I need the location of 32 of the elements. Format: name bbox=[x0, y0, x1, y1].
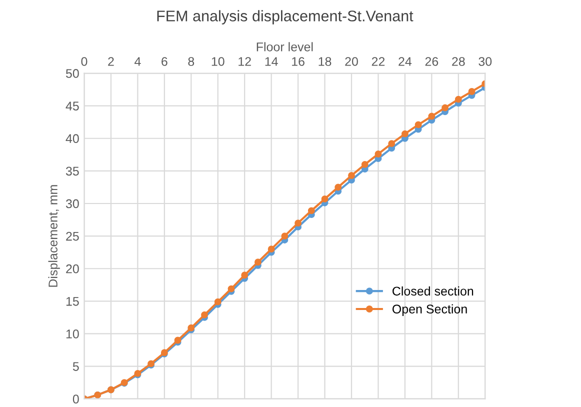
x-tick-label: 10 bbox=[212, 57, 224, 66]
legend-label: Closed section bbox=[392, 286, 474, 296]
y-tick-label: 20 bbox=[66, 264, 79, 274]
y-tick-label: 10 bbox=[66, 330, 79, 338]
x-tick-label: 0 bbox=[81, 57, 88, 66]
x-tick-label: 28 bbox=[452, 57, 465, 66]
chart-title: FEM analysis displacement-St.Venant bbox=[157, 10, 414, 24]
x-tick-label: 18 bbox=[318, 57, 332, 66]
y-tick-label: 45 bbox=[66, 102, 79, 110]
x-tick-label: 8 bbox=[188, 57, 194, 66]
x-tick-label: 14 bbox=[265, 57, 278, 66]
y-tick-label: 30 bbox=[66, 199, 79, 208]
y-tick-label: 35 bbox=[66, 166, 79, 176]
legend-label: Open Section bbox=[392, 304, 467, 316]
x-tick-label: 2 bbox=[108, 57, 114, 66]
y-tick-label: 0 bbox=[72, 394, 79, 404]
y-tick-label: 15 bbox=[66, 297, 79, 306]
x-tick-label: 20 bbox=[345, 57, 358, 66]
x-tick-label: 24 bbox=[398, 57, 412, 66]
x-tick-label: 16 bbox=[292, 57, 304, 66]
x-tick-label: 26 bbox=[425, 57, 438, 66]
x-axis-title: Floor level bbox=[256, 42, 313, 52]
x-tick-label: 6 bbox=[162, 57, 168, 66]
y-tick-label: 40 bbox=[66, 134, 79, 144]
y-tick-label: 5 bbox=[72, 362, 79, 371]
y-tick-label: 25 bbox=[66, 232, 79, 241]
x-tick-label: 12 bbox=[238, 57, 251, 66]
x-tick-label: 22 bbox=[372, 57, 385, 66]
y-axis-title: Displacement, mm bbox=[48, 185, 60, 287]
y-tick-label: 50 bbox=[66, 69, 79, 78]
x-tick-label: 30 bbox=[478, 57, 492, 66]
x-tick-label: 4 bbox=[134, 57, 141, 66]
